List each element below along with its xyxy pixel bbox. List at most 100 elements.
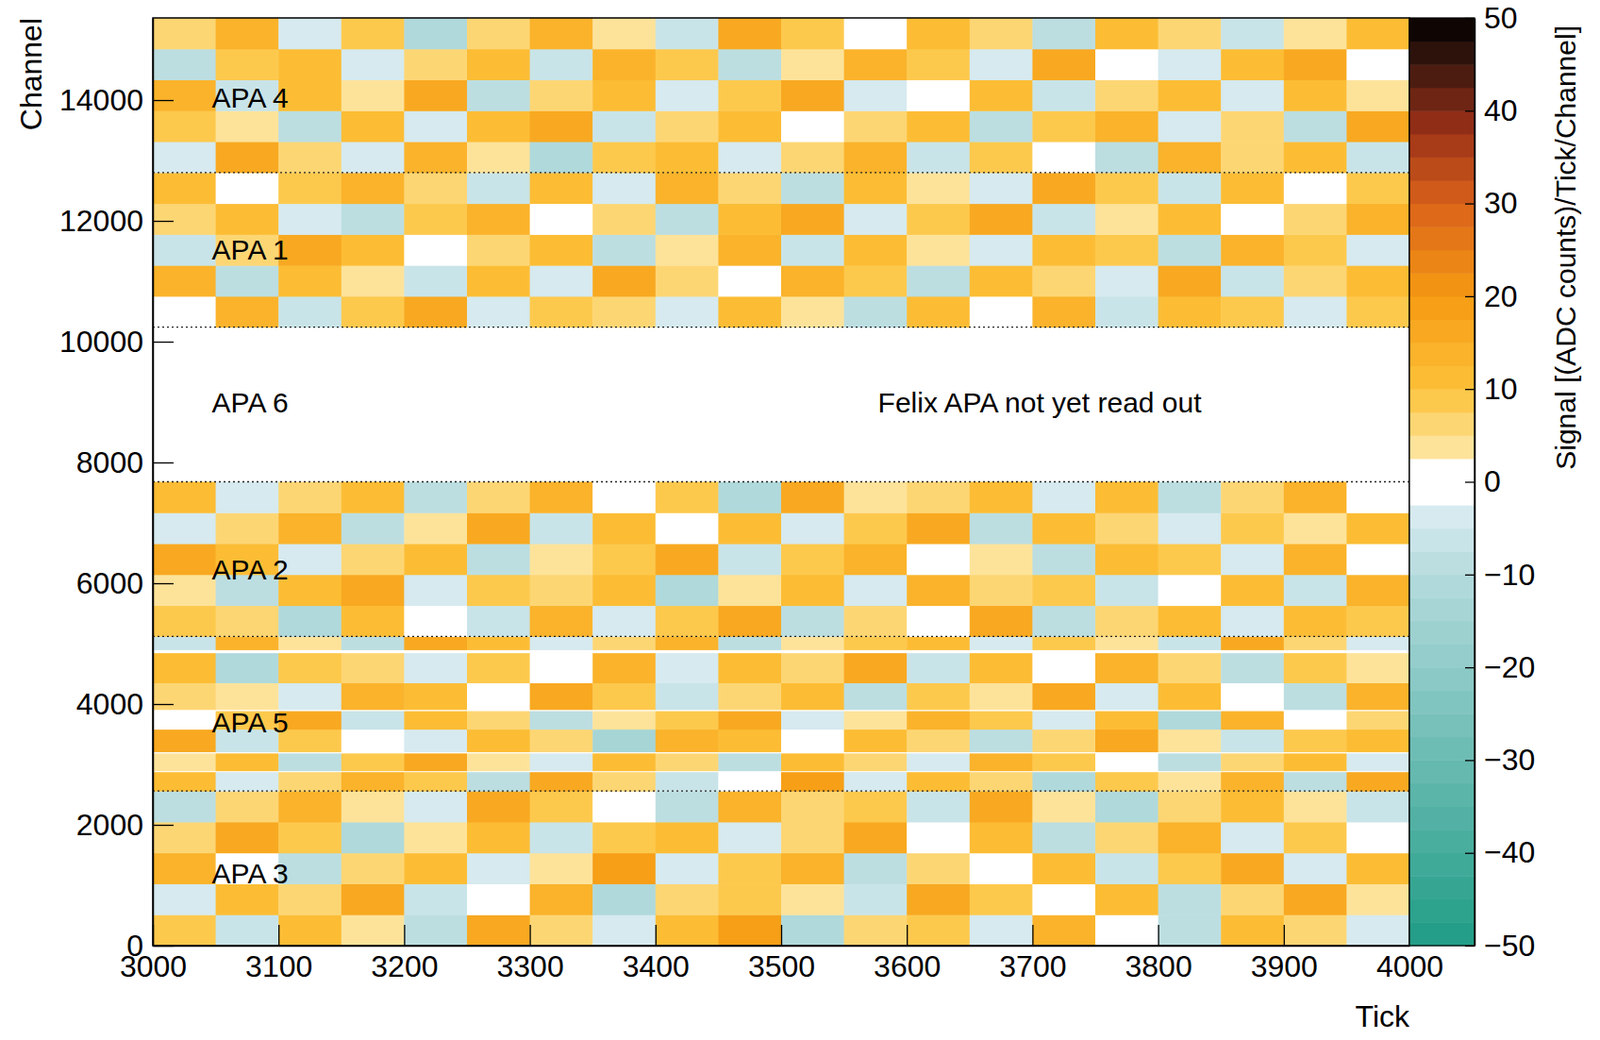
heatmap-cell xyxy=(1158,80,1222,112)
heatmap-cell xyxy=(655,605,719,637)
heatmap-cell xyxy=(1220,852,1284,884)
heatmap-cell xyxy=(906,652,970,684)
heatmap-cell xyxy=(655,710,719,730)
tick-label: 8000 xyxy=(76,445,144,480)
heatmap-cell xyxy=(844,914,908,946)
heatmap-cell xyxy=(592,883,656,915)
heatmap-cell xyxy=(1346,821,1410,853)
heatmap-cell xyxy=(1095,752,1159,771)
heatmap-cell xyxy=(592,914,656,946)
tick-label: 0 xyxy=(1483,464,1501,499)
tick-mark xyxy=(1157,924,1159,946)
colorbar-level xyxy=(1409,620,1475,645)
heatmap-cell xyxy=(1220,914,1284,946)
heatmap-cell xyxy=(1095,203,1159,235)
heatmap-cell xyxy=(1095,914,1159,946)
heatmap-cell xyxy=(844,203,908,235)
heatmap-cell xyxy=(1032,790,1096,822)
heatmap-cell xyxy=(466,652,531,684)
tick-mark xyxy=(1465,17,1475,19)
tick: 3800 xyxy=(1125,924,1193,984)
heatmap-cell xyxy=(1095,852,1159,884)
heatmap-cell xyxy=(717,649,782,653)
tick: 20 xyxy=(1465,279,1518,314)
heatmap-cell xyxy=(152,141,217,173)
heatmap-cell xyxy=(906,512,970,544)
heatmap-cell xyxy=(1283,233,1348,266)
heatmap-cell xyxy=(341,265,405,297)
heatmap-cell xyxy=(906,682,970,710)
colorbar-level xyxy=(1409,133,1475,158)
heatmap-cell xyxy=(969,790,1034,822)
heatmap-cell xyxy=(216,652,280,684)
heatmap-cell xyxy=(152,649,217,653)
heatmap-cell xyxy=(216,265,280,297)
colorbar-level xyxy=(1409,875,1475,900)
heatmap-cell xyxy=(341,652,405,684)
heatmap-cell xyxy=(341,752,405,771)
heatmap-cell xyxy=(341,233,405,266)
heatmap-cell xyxy=(844,771,908,792)
heatmap-cell xyxy=(152,635,217,650)
heatmap-cell xyxy=(1095,771,1159,792)
heatmap-cell xyxy=(278,512,342,544)
tick-label: 14000 xyxy=(59,83,144,117)
colorbar-level xyxy=(1409,736,1475,761)
heatmap-cell xyxy=(592,296,656,328)
heatmap-cell xyxy=(844,710,908,730)
heatmap-cell xyxy=(403,771,467,792)
heatmap-cell xyxy=(844,233,908,266)
heatmap-cell xyxy=(530,852,594,884)
heatmap-cell xyxy=(1095,883,1159,915)
tick: 10 xyxy=(1465,371,1518,406)
heatmap-cell xyxy=(781,265,845,297)
colorbar-level xyxy=(1409,366,1475,390)
heatmap-cell xyxy=(969,482,1034,514)
heatmap-cell xyxy=(466,752,531,771)
heatmap-cell xyxy=(592,141,656,173)
heatmap-cell xyxy=(152,17,217,50)
heatmap-cell xyxy=(1346,605,1410,637)
tick-label: 2000 xyxy=(76,807,144,842)
heatmap-cell xyxy=(781,635,845,650)
tick-label: 3700 xyxy=(999,949,1067,984)
heatmap-cell xyxy=(530,17,594,50)
heatmap-cell xyxy=(906,752,970,771)
heatmap-cell xyxy=(403,821,467,853)
heatmap-cell xyxy=(1283,574,1348,606)
heatmap-cell xyxy=(969,574,1034,606)
annotation: APA 2 xyxy=(212,553,289,585)
heatmap-cell xyxy=(530,821,594,853)
heatmap-cell xyxy=(717,233,782,266)
heatmap-cell xyxy=(969,752,1034,771)
heatmap-cell xyxy=(530,914,594,946)
heatmap-cell xyxy=(466,265,531,297)
heatmap-cell xyxy=(781,49,845,81)
heatmap-cell xyxy=(906,141,970,173)
tick-label: −50 xyxy=(1483,928,1535,963)
heatmap-cell xyxy=(1032,574,1096,606)
heatmap-cell xyxy=(341,512,405,544)
heatmap-cell xyxy=(1346,652,1410,684)
heatmap-cell xyxy=(1095,605,1159,637)
heatmap-cell xyxy=(278,482,342,514)
heatmap-cell xyxy=(278,605,342,637)
heatmap-cell xyxy=(717,141,782,173)
tick: 30 xyxy=(1465,185,1518,220)
heatmap-cell xyxy=(403,110,467,142)
heatmap-cell xyxy=(969,635,1034,650)
colorbar-level xyxy=(1409,550,1475,575)
heatmap-cell xyxy=(1158,203,1222,235)
colorbar-level xyxy=(1409,156,1475,181)
heatmap-cell xyxy=(1283,80,1348,112)
heatmap-cell xyxy=(466,821,531,853)
heatmap-cell xyxy=(341,141,405,173)
colorbar-level xyxy=(1409,41,1475,66)
heatmap-cell xyxy=(717,172,782,204)
heatmap-cell xyxy=(152,512,217,544)
tick-label: 3800 xyxy=(1125,949,1193,984)
heatmap-cell xyxy=(844,752,908,771)
heatmap-cell xyxy=(781,203,845,235)
heatmap-cell xyxy=(592,729,656,752)
heatmap-cell xyxy=(278,752,342,771)
